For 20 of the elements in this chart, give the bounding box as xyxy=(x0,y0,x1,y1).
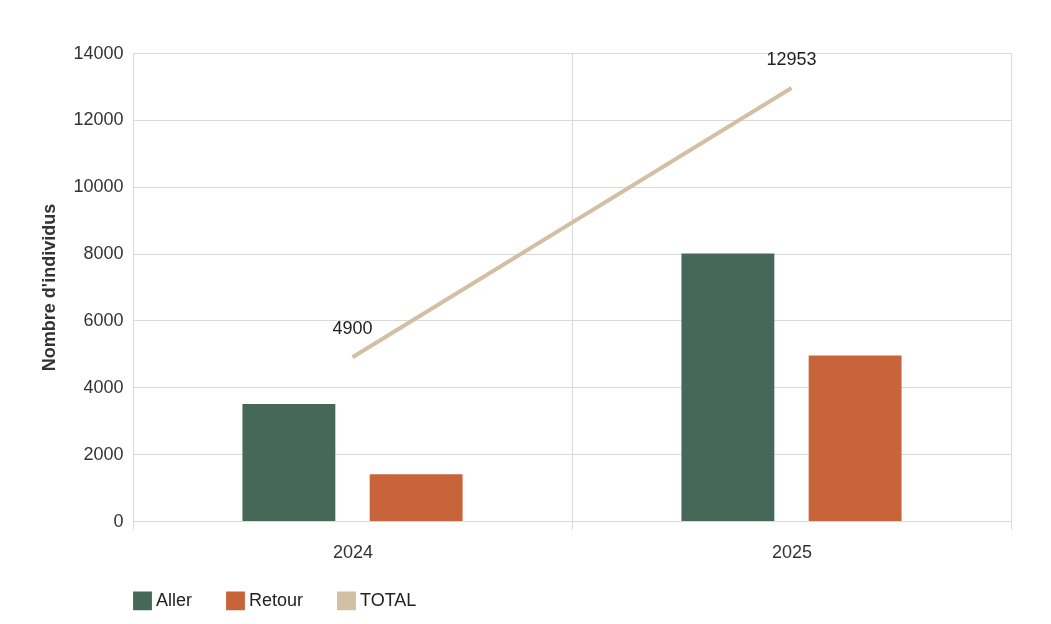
y-tick-label: 10000 xyxy=(73,176,124,197)
y-tick-label: 2000 xyxy=(83,443,124,464)
x-tick-label: 2024 xyxy=(332,541,374,562)
y-tick-label: 8000 xyxy=(83,243,124,264)
y-axis-title: Nombre d'individus xyxy=(39,203,60,372)
y-tick-label: 14000 xyxy=(73,42,124,63)
y-tick-label: 6000 xyxy=(83,309,124,330)
y-tick-label: 12000 xyxy=(73,109,124,130)
legend-label: TOTAL xyxy=(360,589,417,610)
x-tick-label: 2025 xyxy=(771,541,813,562)
bar xyxy=(369,474,463,521)
data-label: 12953 xyxy=(766,49,817,69)
legend-label: Aller xyxy=(156,589,193,610)
bar xyxy=(808,355,902,521)
y-tick-label: 0 xyxy=(113,510,124,531)
legend-label: Retour xyxy=(249,589,304,610)
bar xyxy=(681,253,775,521)
y-tick-label: 4000 xyxy=(83,376,124,397)
bar xyxy=(242,404,336,521)
data-label: 4900 xyxy=(332,318,373,339)
